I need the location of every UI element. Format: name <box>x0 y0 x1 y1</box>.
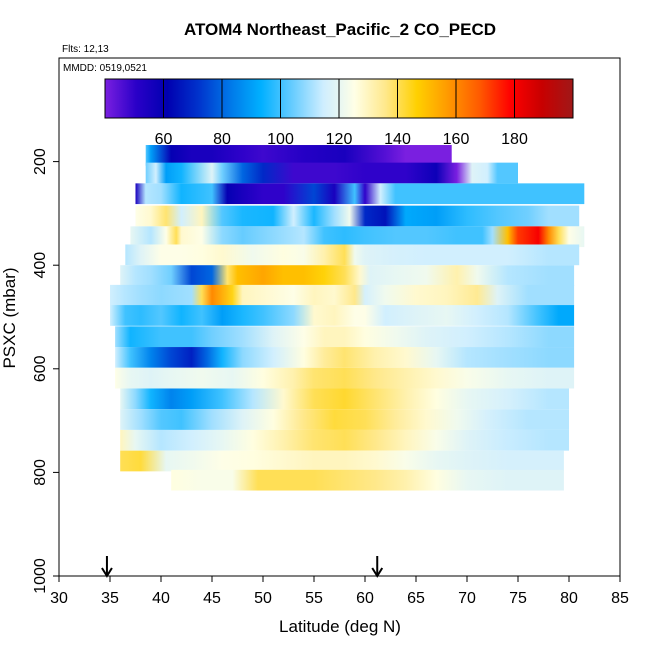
heatmap-layer <box>110 145 585 491</box>
colorbar-tick-label: 140 <box>384 131 411 148</box>
colorbar: 60 80 100 120 140 160 180 <box>104 78 574 148</box>
heatmap-band <box>110 284 575 306</box>
arrows <box>101 556 384 578</box>
colorbar-tick-label: 180 <box>501 131 528 148</box>
x-tick-label: 40 <box>152 590 170 607</box>
colorbar-tick-label: 100 <box>267 131 294 148</box>
colorbar-tick-label: 60 <box>155 131 173 148</box>
x-tick-label: 75 <box>509 590 527 607</box>
y-tick-label: 400 <box>32 252 49 279</box>
heatmap-band <box>120 388 569 410</box>
y-axis: 200 400 600 800 1000 <box>32 148 59 594</box>
latitude-arrow <box>101 556 113 578</box>
note-mmdd: MMDD: 0519,0521 <box>63 63 147 74</box>
heatmap-band <box>120 265 575 286</box>
heatmap-band <box>125 244 580 266</box>
heatmap-band <box>120 429 569 451</box>
heatmap-band <box>110 305 575 326</box>
x-tick-label: 65 <box>407 590 425 607</box>
x-axis: 30 35 40 45 50 55 60 65 70 75 80 85 <box>50 576 629 607</box>
chart-title: ATOM4 Northeast_Pacific_2 CO_PECD <box>184 20 496 39</box>
x-tick-label: 70 <box>458 590 476 607</box>
heatmap-band <box>135 183 585 205</box>
heatmap-band <box>145 145 452 166</box>
x-tick-label: 60 <box>356 590 374 607</box>
x-tick-label: 45 <box>203 590 221 607</box>
heatmap-band <box>115 326 575 348</box>
x-tick-label: 55 <box>305 590 323 607</box>
heatmap-band <box>171 469 564 491</box>
y-tick-label: 600 <box>32 355 49 382</box>
heatmap-band <box>135 205 580 227</box>
plot-frame <box>58 57 621 577</box>
colorbar-tick-label: 80 <box>213 131 231 148</box>
heatmap-band <box>130 226 585 248</box>
colorbar-tick-label: 160 <box>443 131 470 148</box>
latitude-arrow <box>371 556 384 578</box>
x-axis-label: Latitude (deg N) <box>279 617 401 636</box>
x-tick-label: 30 <box>50 590 68 607</box>
colorbar-tick-label: 120 <box>326 131 353 148</box>
y-tick-label: 1000 <box>32 558 49 594</box>
x-tick-label: 50 <box>254 590 272 607</box>
heatmap-band <box>115 347 575 368</box>
heatmap-band <box>120 409 569 430</box>
x-tick-label: 80 <box>560 590 578 607</box>
heatmap-band <box>120 450 564 472</box>
x-tick-label: 85 <box>611 590 629 607</box>
y-tick-label: 800 <box>32 459 49 486</box>
heatmap-band <box>145 162 518 184</box>
x-tick-label: 35 <box>101 590 119 607</box>
y-axis-label: PSXC (mbar) <box>0 267 19 368</box>
y-tick-label: 200 <box>32 148 49 175</box>
heatmap-band <box>115 367 575 389</box>
note-flights: Flts: 12,13 <box>62 44 109 55</box>
